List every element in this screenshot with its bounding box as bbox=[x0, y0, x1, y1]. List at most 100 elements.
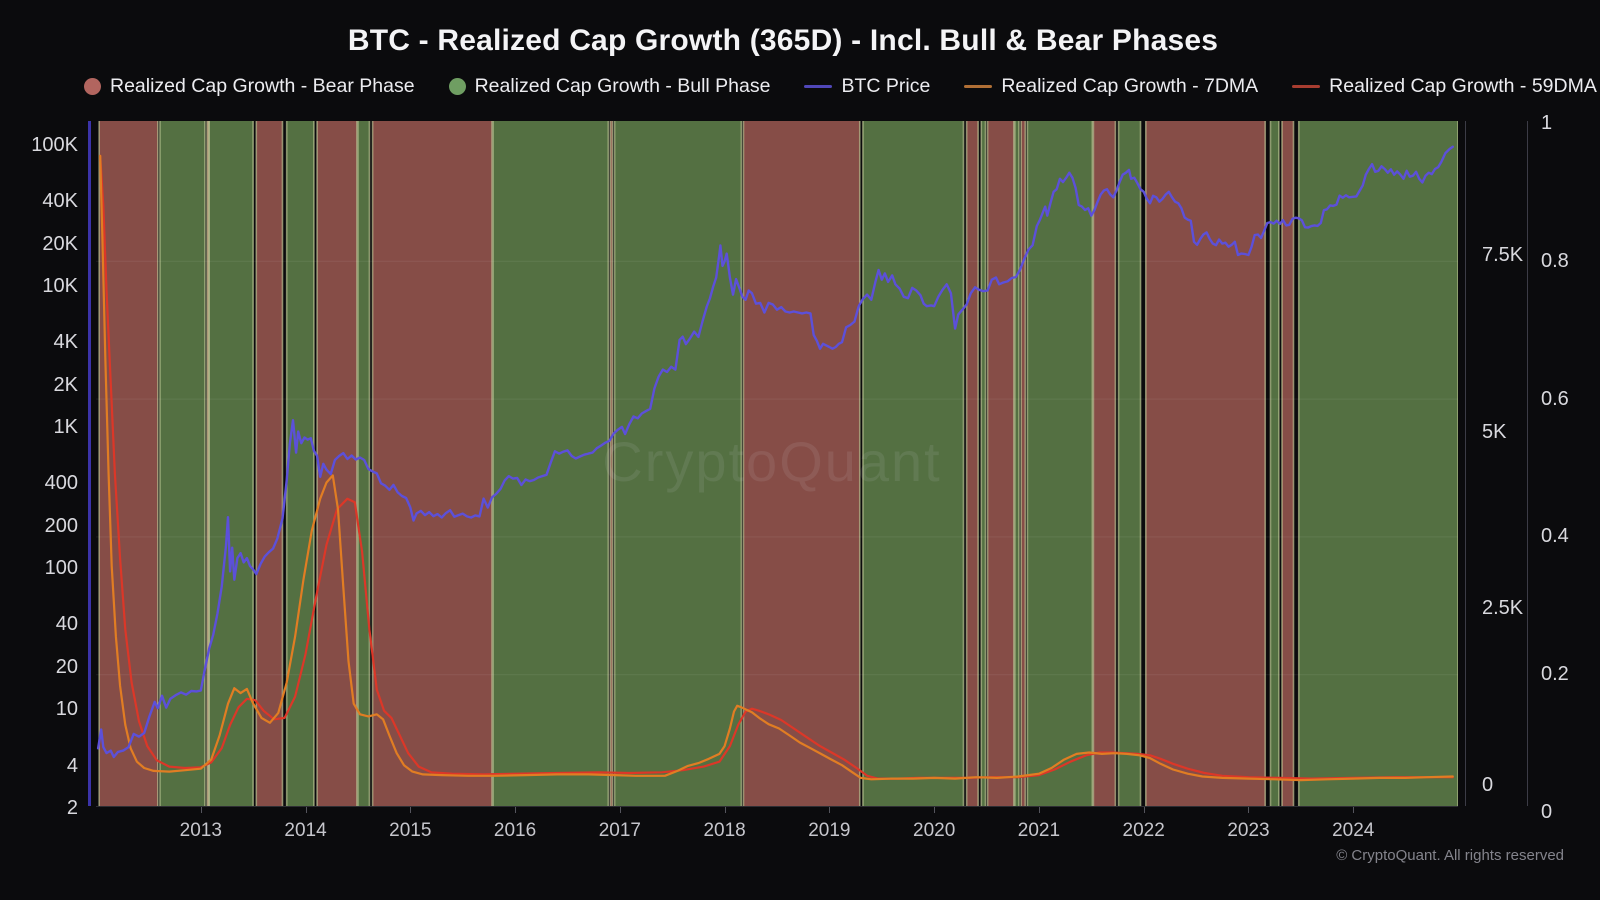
phase-band-edge bbox=[740, 121, 743, 806]
x-tick-mark bbox=[515, 807, 517, 813]
x-tick-mark bbox=[305, 807, 307, 813]
phase-band-edge bbox=[1457, 121, 1459, 806]
phase-band-edge bbox=[98, 121, 100, 806]
bull-phase-band bbox=[1014, 121, 1020, 806]
phase-band-edge bbox=[281, 121, 284, 806]
phase-band-edge bbox=[159, 121, 161, 806]
phase-band-edge bbox=[368, 121, 371, 806]
x-tick-mark bbox=[724, 807, 726, 813]
right-axis-separator-1 bbox=[1465, 121, 1466, 806]
bull-phase-band bbox=[862, 121, 964, 806]
legend-label: Realized Cap Growth - Bear Phase bbox=[110, 75, 415, 97]
bear-phase-band bbox=[1093, 121, 1116, 806]
y-left-tick-label: 4 bbox=[66, 754, 78, 777]
phase-band-edge bbox=[157, 121, 159, 806]
bull-phase-band bbox=[1027, 121, 1093, 806]
phase-band-edge bbox=[1092, 121, 1095, 806]
phase-band-edge bbox=[611, 121, 614, 806]
phase-band-edge bbox=[862, 121, 864, 806]
legend-label: Realized Cap Growth - 59DMA bbox=[1329, 75, 1597, 97]
y-right-phase-tick-label: 0.2 bbox=[1541, 663, 1569, 686]
y-left-tick-label: 4K bbox=[53, 331, 78, 354]
phase-band-edge bbox=[1018, 121, 1020, 806]
phase-band-edge bbox=[1278, 121, 1280, 806]
x-tick-mark bbox=[619, 807, 621, 813]
y-left-tick-label: 200 bbox=[44, 514, 78, 537]
y-right-growth-tick-label: 5K bbox=[1482, 420, 1507, 443]
gridline bbox=[96, 260, 1458, 262]
bull-phase-band bbox=[981, 121, 986, 806]
phase-band-edge bbox=[984, 121, 987, 806]
phase-band-edge bbox=[356, 121, 358, 806]
page-title: BTC - Realized Cap Growth (365D) - Incl.… bbox=[347, 24, 1219, 57]
phase-band-edge bbox=[1292, 121, 1295, 806]
y-left-tick-label: 20K bbox=[42, 232, 78, 255]
legend: Realized Cap Growth - Bear Phase Realized… bbox=[84, 75, 1597, 98]
bear-phase-band bbox=[987, 121, 1014, 806]
x-tick-mark bbox=[1248, 807, 1250, 813]
phase-band-edge bbox=[1144, 121, 1147, 806]
bear-phase-band bbox=[256, 121, 283, 806]
x-tick-label: 2013 bbox=[179, 820, 222, 841]
chart-canvas[interactable]: CryptoQuant bbox=[96, 121, 1459, 806]
bull-phase-band bbox=[614, 121, 742, 806]
phase-band-edge bbox=[204, 121, 206, 806]
phase-band-edge bbox=[1281, 121, 1283, 806]
phase-band-edge bbox=[313, 121, 315, 806]
x-tick-label: 2021 bbox=[1017, 820, 1061, 841]
x-tick-label: 2014 bbox=[284, 820, 327, 841]
y-left-tick-label: 1K bbox=[53, 416, 78, 439]
x-tick-mark bbox=[1038, 807, 1040, 813]
x-tick-label: 2019 bbox=[808, 820, 851, 841]
legend-label: Realized Cap Growth - 7DMA bbox=[1001, 75, 1259, 97]
phase-band-edge bbox=[1014, 121, 1016, 806]
plot-area[interactable]: CryptoQuant bbox=[96, 121, 1459, 806]
bull-phase-band bbox=[209, 121, 254, 806]
x-tick-mark bbox=[200, 807, 202, 813]
legend-item-bear-phase[interactable]: Realized Cap Growth - Bear Phase bbox=[84, 75, 415, 98]
series-btc-price bbox=[96, 145, 1455, 759]
bear-phase-band bbox=[743, 121, 860, 806]
legend-item-dma59[interactable]: Realized Cap Growth - 59DMA bbox=[1292, 75, 1597, 98]
legend-item-btc-price[interactable]: BTC Price bbox=[804, 75, 930, 98]
y-left-tick-label: 40 bbox=[55, 613, 78, 636]
phase-band-edge bbox=[208, 121, 210, 806]
bear-phase-band bbox=[1281, 121, 1294, 806]
phase-band-edge bbox=[980, 121, 983, 806]
x-tick-label: 2018 bbox=[703, 820, 746, 841]
phase-band-edge bbox=[1012, 121, 1015, 806]
copyright-text: © CryptoQuant. All rights reserved bbox=[1336, 847, 1564, 864]
x-tick-mark bbox=[829, 807, 831, 813]
phase-band-edge bbox=[1020, 121, 1022, 806]
phase-band-edge bbox=[285, 121, 288, 806]
x-tick-mark bbox=[934, 807, 936, 813]
bull-phase-band bbox=[286, 121, 314, 806]
x-tick-mark bbox=[410, 807, 412, 813]
legend-item-bull-phase[interactable]: Realized Cap Growth - Bull Phase bbox=[448, 75, 771, 98]
bear-phase-band bbox=[966, 121, 979, 806]
watermark: CryptoQuant bbox=[602, 430, 942, 493]
x-axis-line bbox=[96, 806, 1458, 807]
y-left-tick-label: 20 bbox=[55, 655, 78, 678]
right-axis-separator-2 bbox=[1527, 121, 1528, 806]
bull-phase-swatch-circle-icon bbox=[448, 78, 466, 95]
phase-band-edge bbox=[357, 121, 359, 806]
legend-item-dma7[interactable]: Realized Cap Growth - 7DMA bbox=[964, 75, 1258, 98]
dma59-swatch-line-icon bbox=[1292, 84, 1321, 89]
x-tick-label: 2023 bbox=[1227, 820, 1270, 841]
y-right-phase-tick-label: 0.4 bbox=[1541, 525, 1569, 548]
x-tick-label: 2016 bbox=[493, 820, 537, 841]
y-right-phase-tick-label: 1 bbox=[1541, 112, 1553, 134]
legend-label: Realized Cap Growth - Bull Phase bbox=[474, 75, 771, 97]
y-left-tick-label: 2 bbox=[66, 797, 78, 819]
phase-band-edge bbox=[1297, 121, 1300, 806]
phase-band-edge bbox=[1117, 121, 1120, 806]
y-right-phase-tick-label: 0 bbox=[1541, 801, 1553, 823]
phase-band-edge bbox=[742, 121, 745, 806]
btc-price-swatch-line-icon bbox=[804, 84, 833, 89]
bull-phase-band bbox=[1298, 121, 1458, 806]
y-right-phase-tick-label: 0.6 bbox=[1541, 387, 1569, 410]
series-realized-cap-growth-7dma bbox=[99, 154, 1454, 782]
phase-band-edge bbox=[492, 121, 494, 806]
